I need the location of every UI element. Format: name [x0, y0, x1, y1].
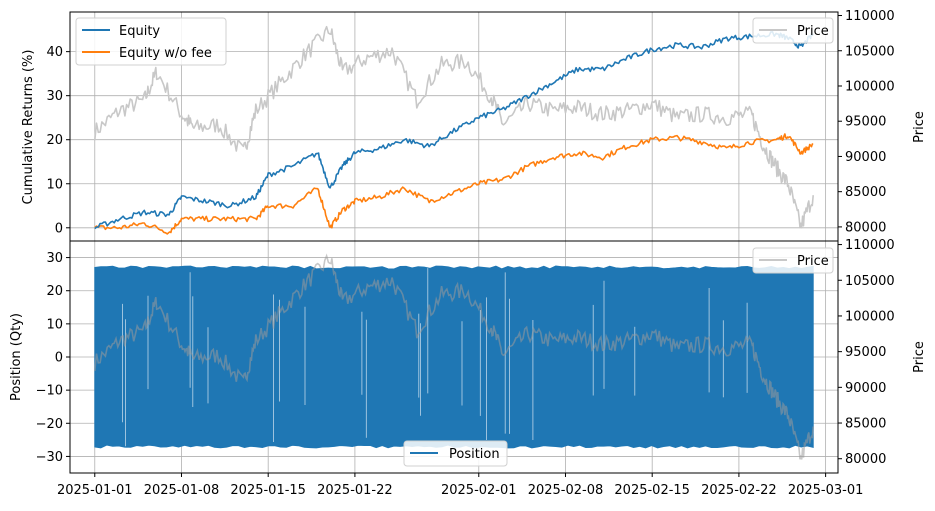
tick-label-x: 2025-02-08	[528, 483, 604, 498]
tick-label-x: 2025-02-01	[441, 483, 517, 498]
tick-label-right: 80000	[845, 452, 886, 467]
bottom-ylabel-right: Price	[912, 341, 927, 373]
top-panel: 0 10 20 30 40 80000 85000 90000 95000 100000 1050…	[21, 9, 927, 242]
legend-label-price-top: Price	[797, 24, 829, 39]
tick-label-right: 80000	[845, 220, 886, 235]
bottom-right-ticks: 80000 85000 90000 95000 100000 105000 110000	[838, 238, 895, 467]
top-equity-lines	[94, 31, 814, 235]
equity-line	[94, 31, 814, 230]
legend-label-equity-no-fee: Equity w/o fee	[119, 46, 212, 61]
bottom-left-ticks: −30 −20 −10 0 10 20 30	[36, 251, 70, 465]
bottom-ylabel: Position (Qty)	[9, 313, 24, 401]
tick-label-left: 30	[46, 89, 63, 104]
tick-label-x: 2025-01-15	[230, 483, 306, 498]
tick-label-left: 30	[46, 251, 63, 266]
equity-no-fee-line	[94, 133, 814, 235]
position-band	[94, 265, 814, 449]
tick-label-right: 95000	[845, 345, 886, 360]
tick-label-right: 100000	[845, 309, 895, 324]
top-price-line	[94, 25, 814, 229]
bottom-x-ticks: 2025-01-01 2025-01-08 2025-01-15 2025-01-22…	[57, 473, 863, 498]
top-ylabel-right: Price	[912, 111, 927, 143]
top-ylabel: Cumulative Returns (%)	[21, 50, 36, 205]
tick-label-left: 40	[46, 45, 63, 60]
tick-label-right: 85000	[845, 417, 886, 432]
top-legend: Equity Equity w/o fee	[75, 17, 227, 66]
position-area	[94, 265, 814, 449]
top-left-ticks: 0 10 20 30 40	[46, 45, 70, 236]
price-line-bottom	[94, 253, 814, 460]
tick-label-right: 110000	[845, 9, 895, 24]
price-line-top	[94, 25, 814, 229]
top-gridlines	[70, 12, 838, 241]
tick-label-right: 105000	[845, 44, 895, 59]
tick-label-x: 2025-01-01	[57, 483, 133, 498]
tick-label-left: −20	[36, 417, 63, 432]
tick-label-x: 2025-02-22	[701, 483, 777, 498]
tick-label-right: 105000	[845, 274, 895, 289]
tick-label-left: 20	[46, 133, 63, 148]
legend-label-price-bottom: Price	[797, 254, 829, 269]
tick-label-right: 100000	[845, 79, 895, 94]
tick-label-left: 20	[46, 284, 63, 299]
tick-label-x: 2025-03-01	[788, 483, 864, 498]
bottom-legend: Position	[403, 440, 508, 467]
tick-label-left: −10	[36, 384, 63, 399]
tick-label-right: 90000	[845, 150, 886, 165]
legend-label-equity: Equity	[119, 24, 160, 39]
tick-label-x: 2025-02-15	[614, 483, 690, 498]
top-legend-right: Price	[752, 17, 834, 44]
top-right-ticks: 80000 85000 90000 95000 100000 105000 110000	[838, 9, 895, 235]
tick-label-right: 85000	[845, 185, 886, 200]
tick-label-left: −30	[36, 450, 63, 465]
tick-label-left: 0	[55, 221, 63, 236]
tick-label-x: 2025-01-22	[317, 483, 393, 498]
tick-label-left: 0	[55, 351, 63, 366]
bottom-legend-right: Price	[752, 247, 834, 274]
bottom-price-line	[94, 253, 814, 460]
tick-label-right: 110000	[845, 238, 895, 253]
bottom-panel: −30 −20 −10 0 10 20 30 80000 85000 90000 95000 100…	[9, 238, 927, 498]
tick-label-x: 2025-01-08	[144, 483, 220, 498]
tick-label-right: 90000	[845, 381, 886, 396]
legend-label-position: Position	[449, 447, 500, 462]
tick-label-right: 95000	[845, 115, 886, 130]
tick-label-left: 10	[46, 317, 63, 332]
tick-label-left: 10	[46, 177, 63, 192]
